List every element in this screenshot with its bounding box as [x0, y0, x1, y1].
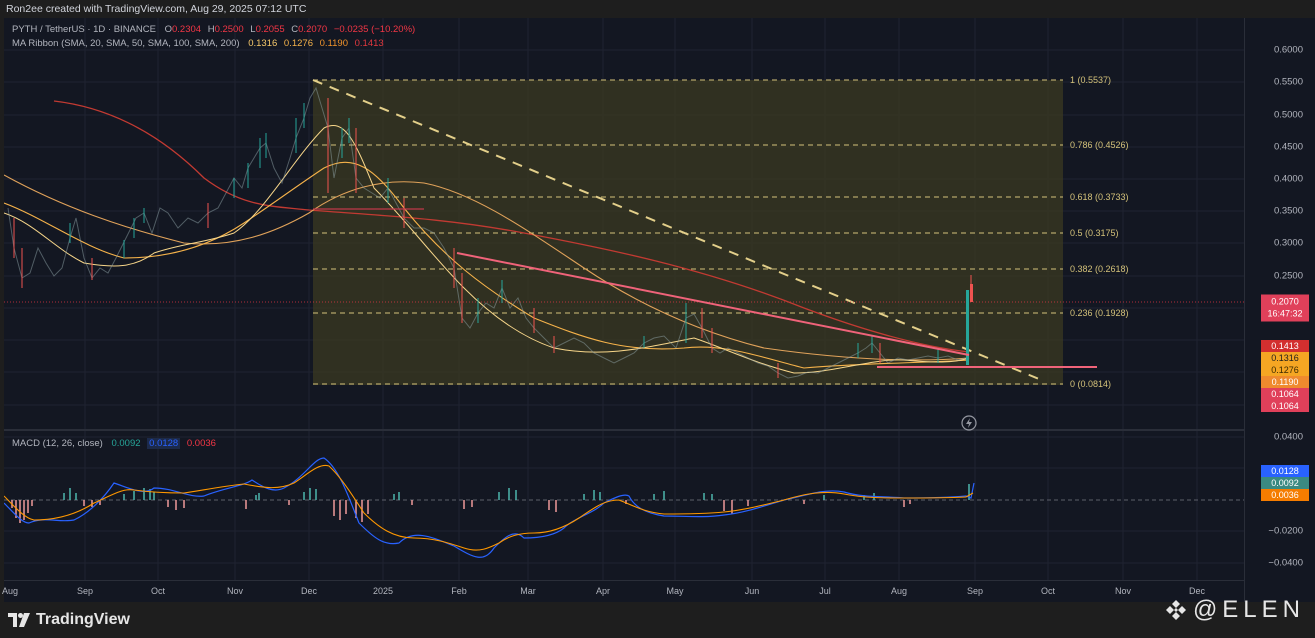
- macd-histogram-value: 0.0092: [111, 438, 141, 449]
- fib-label-1: 1 (0.5537): [1070, 75, 1112, 85]
- time-tick: Oct: [1040, 586, 1056, 596]
- macd-tick: −0.0400: [1268, 557, 1303, 569]
- current-price-tag: 0.2070 16:47:32: [1261, 294, 1309, 322]
- lightning-alert-icon[interactable]: [961, 415, 977, 431]
- chart-container[interactable]: PYTH / TetherUS · 1D · BINANCE O0.2304 H…: [1, 18, 1315, 603]
- ma-ribbon-legend[interactable]: MA Ribbon (SMA, 20, SMA, 50, SMA, 100, S…: [12, 38, 384, 49]
- macd-label: MACD (12, 26, close): [12, 438, 103, 449]
- time-tick: 2025: [372, 586, 394, 596]
- fib-trend-line: [312, 79, 1040, 380]
- time-tick: Sep: [966, 586, 984, 596]
- binance-diamond-icon: [1165, 600, 1186, 620]
- price-tick: 0.4500: [1273, 141, 1303, 153]
- time-tick: Jun: [744, 586, 760, 596]
- macd-line: [4, 457, 975, 558]
- time-tick: Jul: [819, 586, 831, 596]
- low-value: 0.2055: [255, 24, 285, 35]
- attribution-bar: Ron2ee created with TradingView.com, Aug…: [0, 0, 1315, 18]
- breakout-candle: [966, 290, 969, 365]
- support-tag: 0.1064: [1261, 400, 1309, 412]
- time-tick: May: [666, 586, 684, 596]
- price-tick: 0.5500: [1273, 76, 1303, 88]
- time-tick: Nov: [226, 586, 244, 596]
- fib-label-0: 0 (0.0814): [1070, 379, 1112, 389]
- sma50-value: 0.1276: [283, 38, 313, 49]
- fib-label-0382: 0.382 (0.2618): [1070, 264, 1129, 274]
- fib-levels: [313, 79, 1063, 385]
- signal-tag: 0.0036: [1261, 489, 1309, 501]
- macd-value: 0.0128: [147, 438, 181, 449]
- fib-label-0236: 0.236 (0.1928): [1070, 308, 1129, 318]
- macd-tag: 0.0128: [1261, 465, 1309, 477]
- tradingview-logo[interactable]: TradingView: [8, 611, 130, 629]
- sma100-line: [4, 174, 970, 361]
- price-tick: 0.4000: [1273, 173, 1303, 185]
- macd-legend[interactable]: MACD (12, 26, close) 0.0092 0.0128 0.003…: [12, 438, 216, 449]
- price-axis[interactable]: 0.6000 0.5500 0.5000 0.4500 0.4000 0.350…: [1244, 18, 1315, 602]
- time-tick: Nov: [1114, 586, 1132, 596]
- fib-label-0786: 0.786 (0.4526): [1070, 140, 1129, 150]
- descending-trendline: [456, 252, 970, 356]
- time-tick: Aug: [1, 586, 19, 596]
- symbol-pair: PYTH / TetherUS · 1D · BINANCE: [12, 24, 156, 35]
- fib-label-05: 0.5 (0.3175): [1070, 228, 1119, 238]
- time-axis[interactable]: Aug Sep Oct Nov Dec 2025 Feb Mar Apr May…: [1, 580, 1245, 603]
- watermark: @ELEN: [1165, 596, 1305, 624]
- price-tick: 0.6000: [1273, 44, 1303, 56]
- time-tick: Feb: [451, 586, 467, 596]
- time-tick: Dec: [300, 586, 318, 596]
- time-tick: Aug: [890, 586, 908, 596]
- candle-countdown: 16:47:32: [1267, 308, 1303, 319]
- price-tick: 0.3000: [1273, 237, 1303, 249]
- sma200-tag: 0.1413: [1261, 340, 1309, 352]
- time-tick: Mar: [520, 586, 536, 596]
- macd-signal-value: 0.0036: [186, 438, 216, 449]
- open-value: 0.2304: [171, 24, 202, 35]
- sma200-line: [53, 100, 970, 353]
- symbol-legend[interactable]: PYTH / TetherUS · 1D · BINANCE O0.2304 H…: [12, 24, 416, 35]
- sma20-value: 0.1316: [248, 38, 278, 49]
- histogram-tag: 0.0092: [1261, 477, 1309, 489]
- tradingview-logo-icon: [8, 613, 30, 627]
- price-tick: 0.2500: [1273, 270, 1303, 282]
- footer: TradingView @ELEN: [0, 596, 1315, 638]
- time-tick: Apr: [595, 586, 611, 596]
- ma-ribbon-label: MA Ribbon (SMA, 20, SMA, 50, SMA, 100, S…: [12, 38, 240, 49]
- sma100-tag: 0.1190: [1261, 376, 1309, 388]
- price-tick: 0.3500: [1273, 205, 1303, 217]
- macd-tick: −0.0200: [1268, 525, 1303, 537]
- high-value: 0.2500: [214, 24, 244, 35]
- time-tick: Sep: [76, 586, 94, 596]
- sma200-value: 0.1413: [354, 38, 384, 49]
- sma100-value: 0.1190: [319, 38, 348, 49]
- candles: [7, 86, 973, 379]
- change-value: −0.0235 (−10.20%): [333, 24, 416, 35]
- close-value: 0.2070: [298, 24, 328, 35]
- price-tick: 0.5000: [1273, 109, 1303, 121]
- macd-tick: 0.0400: [1273, 431, 1303, 443]
- last-candle: [970, 284, 973, 302]
- signal-line: [4, 464, 974, 551]
- chart-canvas[interactable]: [4, 18, 1245, 580]
- time-tick: Dec: [1188, 586, 1206, 596]
- sma50-line: [4, 161, 970, 369]
- fib-label-0618: 0.618 (0.3733): [1070, 192, 1129, 202]
- sma20-tag: 0.1316: [1261, 352, 1309, 364]
- sma50-tag: 0.1276: [1261, 364, 1309, 376]
- sma20-line: [4, 125, 970, 374]
- time-tick: Oct: [150, 586, 166, 596]
- support-tag: 0.1064: [1261, 388, 1309, 400]
